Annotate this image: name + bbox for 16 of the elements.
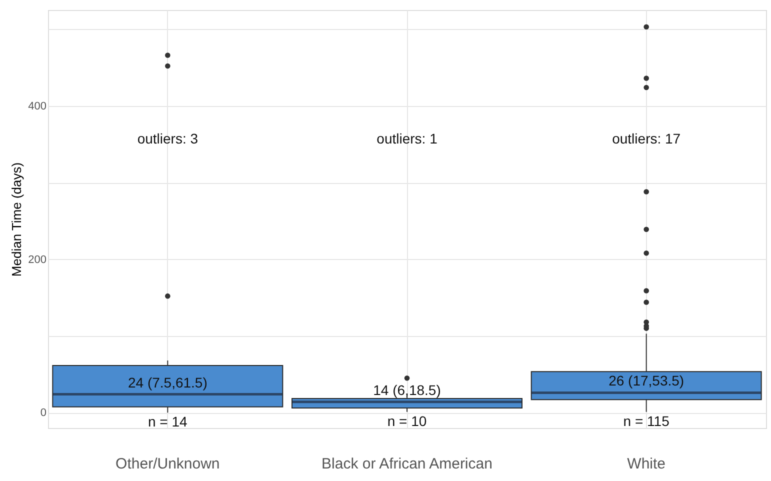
- x-tick-label: Other/Unknown: [116, 456, 220, 472]
- y-axis-title: Median Time (days): [9, 162, 24, 277]
- annotation: 26 (17,53.5): [608, 372, 684, 389]
- y-tick-label: 0: [40, 407, 46, 420]
- x-tick-label: White: [627, 456, 666, 472]
- annotation: n = 115: [623, 412, 670, 429]
- annotation: 24 (7.5,61.5): [128, 374, 208, 390]
- x-tick-label: Black or African American: [322, 456, 492, 472]
- annotation: outliers: 1: [376, 130, 438, 147]
- annotation: outliers: 17: [612, 130, 681, 147]
- annotation: outliers: 3: [137, 130, 198, 147]
- annotation: n = 14: [148, 414, 188, 430]
- annotation: n = 10: [387, 412, 427, 429]
- y-tick-label: 400: [28, 100, 46, 112]
- y-tick-label: 200: [28, 254, 46, 266]
- annotation: 14 (6,18.5): [373, 382, 441, 398]
